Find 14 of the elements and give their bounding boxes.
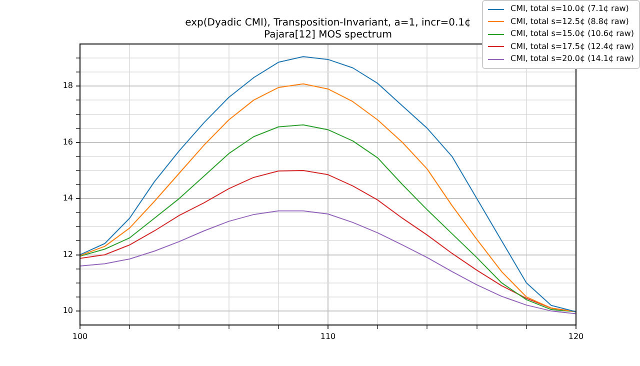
y-tick-label: 18 [62, 81, 73, 90]
y-tick-label: 12 [62, 250, 73, 259]
y-tick-label: 10 [62, 306, 73, 316]
legend-label: CMI, total s=15.0¢ (10.6¢ raw) [510, 28, 634, 40]
legend-label: CMI, total s=12.5¢ (8.8¢ raw) [510, 16, 629, 28]
legend-label: CMI, total s=17.5¢ (12.4¢ raw) [510, 40, 634, 52]
legend-label: CMI, total s=10.0¢ (7.1¢ raw) [510, 3, 629, 15]
y-tick-label: 14 [62, 194, 73, 203]
x-tick-label: 100 [72, 332, 88, 341]
legend-label: CMI, total s=20.0¢ (14.1¢ raw) [510, 53, 634, 65]
x-tick-label: 120 [568, 332, 584, 341]
chart-title: exp(Dyadic CMI), Transposition-Invariant, a=1, incr=0.1¢ Pajara[12] MOS spectrum [185, 18, 471, 41]
y-tick-label: 16 [62, 137, 73, 146]
x-tick-label: 110 [320, 332, 336, 341]
